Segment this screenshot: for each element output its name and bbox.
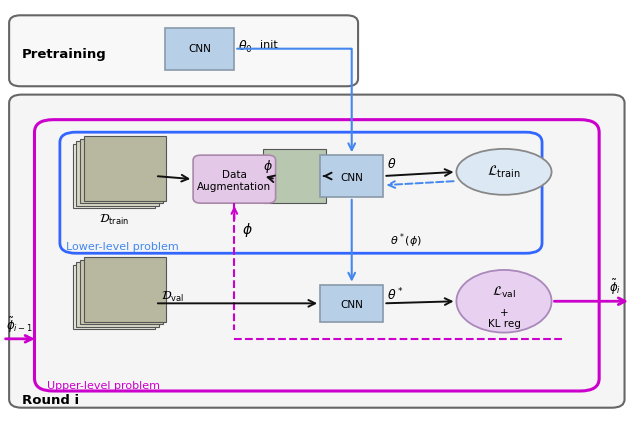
Text: Pretraining: Pretraining <box>22 49 107 61</box>
Ellipse shape <box>456 270 552 332</box>
Bar <box>80 139 163 203</box>
Text: $\mathcal{L}_{\rm train}$: $\mathcal{L}_{\rm train}$ <box>487 164 521 180</box>
Text: $\mathcal{D}_{\rm val}$: $\mathcal{D}_{\rm val}$ <box>161 290 184 304</box>
Bar <box>76 262 159 327</box>
Bar <box>80 260 163 324</box>
Bar <box>263 149 326 203</box>
Text: Data
Augmentation: Data Augmentation <box>197 170 271 192</box>
Ellipse shape <box>456 149 552 195</box>
Bar <box>84 257 166 322</box>
FancyBboxPatch shape <box>9 95 625 408</box>
Text: Upper-level problem: Upper-level problem <box>47 381 160 391</box>
Text: CNN: CNN <box>340 173 363 183</box>
FancyBboxPatch shape <box>9 15 358 86</box>
Text: $\mathcal{D}_{\rm train}$: $\mathcal{D}_{\rm train}$ <box>99 212 129 227</box>
Bar <box>164 28 234 69</box>
Text: $\theta^*(\phi)$: $\theta^*(\phi)$ <box>390 231 422 250</box>
Text: CNN: CNN <box>340 300 363 310</box>
FancyBboxPatch shape <box>193 155 276 203</box>
Text: $\tilde{\phi}_{i-1}$: $\tilde{\phi}_{i-1}$ <box>6 315 33 335</box>
Text: init: init <box>260 39 278 49</box>
Bar <box>320 155 383 197</box>
Text: $\phi$: $\phi$ <box>242 221 253 239</box>
Text: Round i: Round i <box>22 394 79 407</box>
Bar <box>72 144 155 209</box>
Text: $\mathcal{L}_{\rm val}$: $\mathcal{L}_{\rm val}$ <box>492 286 516 300</box>
Bar <box>72 265 155 330</box>
Bar <box>84 136 166 201</box>
Text: $\theta$: $\theta$ <box>387 157 396 171</box>
Bar <box>320 285 383 322</box>
Bar <box>76 141 159 206</box>
Text: Lower-level problem: Lower-level problem <box>66 242 179 252</box>
Text: $\phi$: $\phi$ <box>262 159 273 176</box>
Text: $\theta_0$: $\theta_0$ <box>237 38 252 55</box>
Text: CNN: CNN <box>188 44 211 54</box>
Text: $\tilde{\phi}_{i}$: $\tilde{\phi}_{i}$ <box>609 278 621 297</box>
Text: +
KL reg: + KL reg <box>488 308 520 329</box>
Text: $\theta^*$: $\theta^*$ <box>387 287 403 303</box>
